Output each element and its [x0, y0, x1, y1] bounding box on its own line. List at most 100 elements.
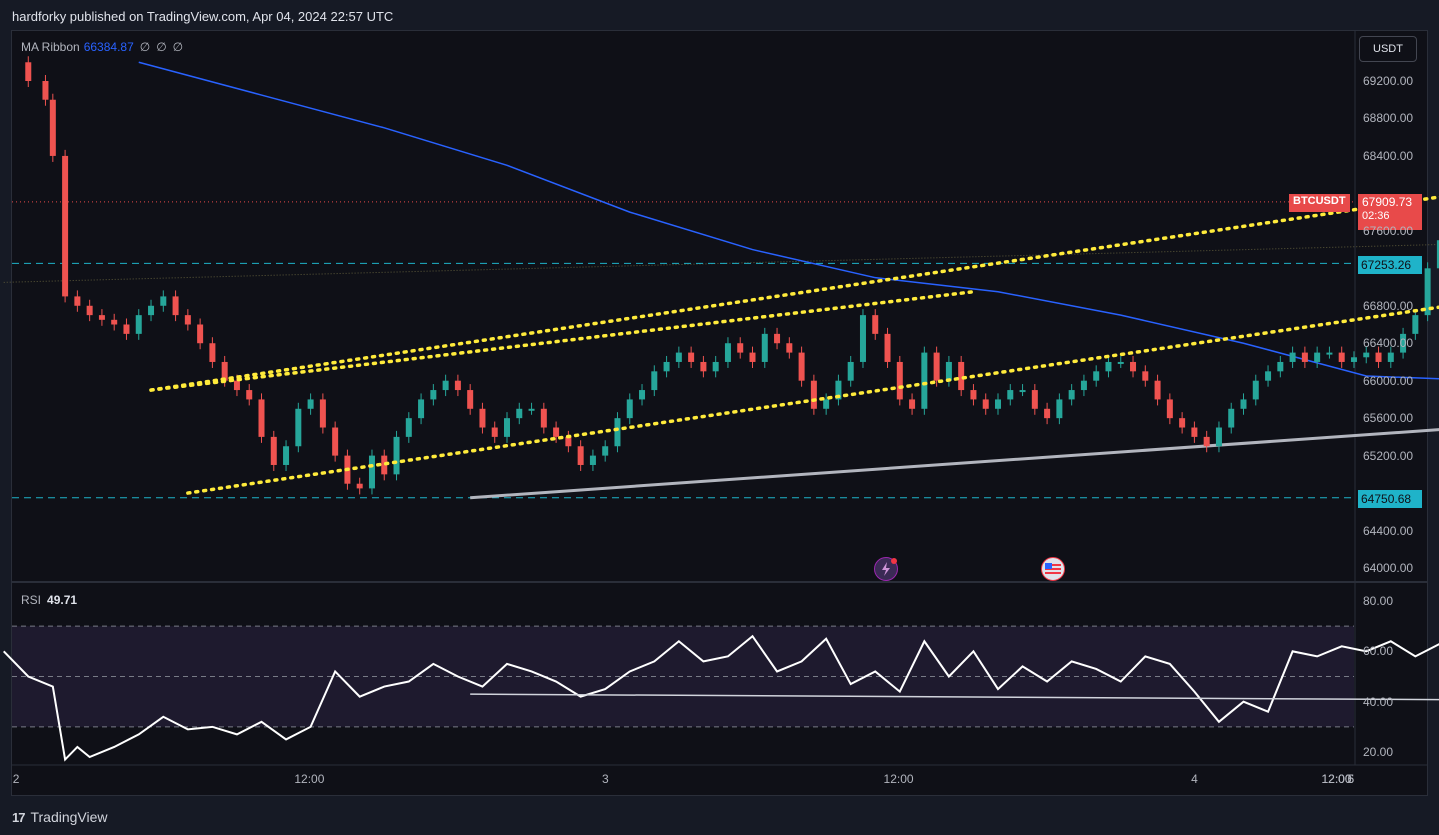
level-tag-lower: 64750.68	[1358, 490, 1422, 508]
candle-body	[1351, 357, 1357, 362]
chart-canvas[interactable]	[0, 0, 1439, 835]
time-tick-3: 12:00	[884, 772, 914, 786]
candle-body	[823, 399, 829, 408]
rsi-tick-0: 80.00	[1363, 594, 1393, 608]
candle-body	[320, 399, 326, 427]
candle-body	[406, 418, 412, 437]
price-tick-4: 66800.00	[1363, 299, 1413, 313]
legend-extra-1: ∅	[140, 40, 150, 54]
candle-body	[676, 353, 682, 362]
candle-body	[1326, 353, 1332, 355]
candle-body	[614, 418, 620, 446]
candle-body	[185, 315, 191, 324]
price-tick-9: 64400.00	[1363, 524, 1413, 538]
candle-body	[1093, 371, 1099, 380]
candle-body	[74, 296, 80, 305]
candle-body	[504, 418, 510, 437]
candle-body	[295, 409, 301, 446]
candle-body	[811, 381, 817, 409]
candle-body	[529, 409, 535, 411]
candle-body	[62, 156, 68, 296]
time-tick-4: 4	[1191, 772, 1198, 786]
price-tick-8: 65200.00	[1363, 449, 1413, 463]
candle-body	[234, 381, 240, 390]
candle-body	[1363, 353, 1369, 358]
candle-body	[455, 381, 461, 390]
candle-body	[418, 399, 424, 418]
candle-body	[1290, 353, 1296, 362]
candle-body	[332, 428, 338, 456]
price-tick-1: 68800.00	[1363, 111, 1413, 125]
ma-ribbon-legend[interactable]: MA Ribbon 66384.87 ∅ ∅ ∅	[21, 40, 183, 54]
price-tick-7: 65600.00	[1363, 411, 1413, 425]
rsi-legend[interactable]: RSI 49.71	[21, 593, 77, 607]
candle-body	[958, 362, 964, 390]
candle-body	[516, 409, 522, 418]
symbol-tag: BTCUSDT	[1289, 194, 1350, 212]
candle-body	[737, 343, 743, 352]
candle-body	[970, 390, 976, 399]
candle-body	[995, 399, 1001, 408]
tv-logo-text: TradingView	[30, 809, 107, 825]
candle-body	[602, 446, 608, 455]
rsi-value: 49.71	[47, 593, 77, 607]
candle-body	[173, 296, 179, 315]
candle-body	[688, 353, 694, 362]
candle-body	[983, 399, 989, 408]
ma-ribbon-line	[139, 62, 1439, 380]
candle-body	[50, 100, 56, 156]
flag-glyph	[1042, 558, 1064, 580]
time-tick-0: 2	[13, 772, 20, 786]
candle-body	[1155, 381, 1161, 400]
channel-upper-line	[151, 184, 1439, 390]
candle-body	[1253, 381, 1259, 400]
candle-body	[909, 399, 915, 408]
candle-body	[99, 315, 105, 320]
candle-body	[860, 315, 866, 362]
candle-body	[1069, 390, 1075, 399]
candle-body	[1167, 399, 1173, 418]
candle-body	[848, 362, 854, 381]
candle-body	[1142, 371, 1148, 380]
lightning-event-icon[interactable]	[874, 557, 898, 581]
rsi-tick-1: 60.00	[1363, 644, 1393, 658]
candle-body	[1412, 315, 1418, 334]
candle-body	[123, 325, 129, 334]
us-flag-event-icon[interactable]	[1041, 557, 1065, 581]
candle-body	[541, 409, 547, 428]
candle-body	[1105, 362, 1111, 371]
candle-body	[1191, 428, 1197, 437]
candle-body	[1032, 390, 1038, 409]
candle-body	[394, 437, 400, 474]
time-tick-1: 12:00	[294, 772, 324, 786]
candle-body	[308, 399, 314, 408]
candle-body	[25, 62, 31, 81]
rsi-tick-2: 40.00	[1363, 695, 1393, 709]
candle-body	[443, 381, 449, 390]
candle-body	[1241, 399, 1247, 408]
candle-body	[786, 343, 792, 352]
candle-body	[160, 296, 166, 305]
candle-body	[1179, 418, 1185, 427]
candle-body	[42, 81, 48, 100]
candle-body	[1130, 362, 1136, 371]
candle-body	[1020, 390, 1026, 392]
candle-body	[1204, 437, 1210, 446]
candle-body	[271, 437, 277, 465]
bottom-bar	[0, 797, 1439, 835]
candle-body	[1376, 353, 1382, 362]
candle-body	[713, 362, 719, 371]
price-tick-2: 68400.00	[1363, 149, 1413, 163]
candle-body	[946, 362, 952, 381]
tradingview-logo[interactable]: 17 TradingView	[12, 809, 108, 825]
candle-body	[283, 446, 289, 465]
legend-extra-2: ∅	[156, 40, 166, 54]
candle-body	[369, 456, 375, 489]
time-tick-2: 3	[602, 772, 609, 786]
candle-body	[578, 446, 584, 465]
faint-trend-line	[4, 212, 1439, 282]
currency-selector[interactable]: USDT	[1359, 36, 1417, 62]
candle-body	[479, 409, 485, 428]
candle-body	[897, 362, 903, 399]
candle-body	[209, 343, 215, 362]
